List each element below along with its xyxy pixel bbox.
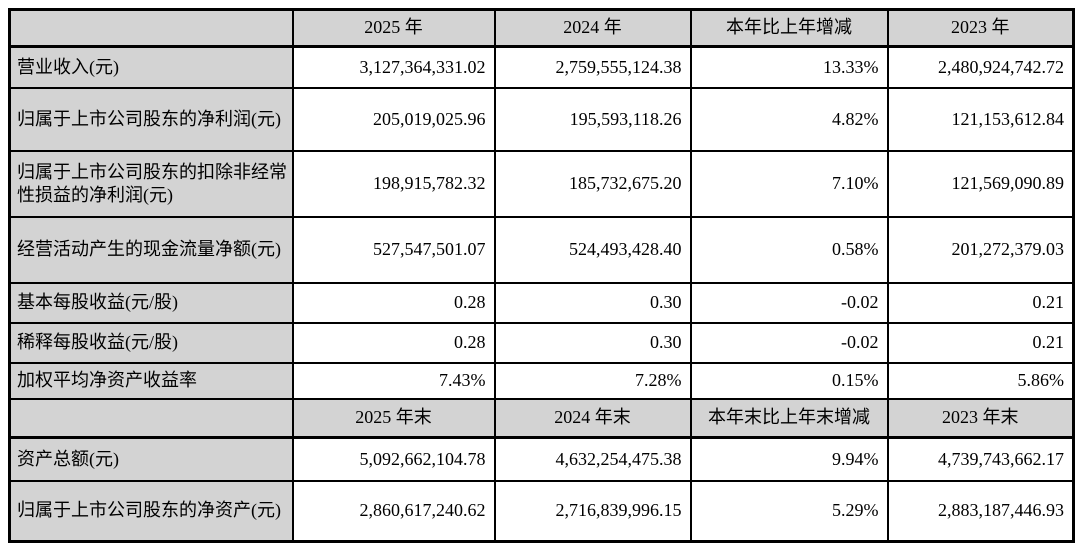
value-cell-2023: 4,739,743,662.17: [886, 436, 1075, 482]
col-header-2024: 2024 年: [493, 8, 692, 48]
table-row-operating-revenue: 营业收入(元) 3,127,364,331.02 2,759,555,124.3…: [8, 45, 1075, 89]
value-cell-2025: 0.28: [291, 282, 496, 324]
value-cell-change: 9.94%: [689, 436, 889, 482]
row-label-cell: 资产总额(元): [8, 436, 294, 482]
value-cell-change: 13.33%: [689, 45, 889, 89]
col-header-2023: 2023 年: [886, 8, 1075, 48]
value-cell-2025: 7.43%: [291, 362, 496, 400]
row-label-cell: 经营活动产生的现金流量净额(元): [8, 216, 294, 284]
col-header-2024-end: 2024 年末: [493, 398, 692, 439]
value-cell-2024: 185,732,675.20: [493, 150, 692, 218]
period-header-row: 2025 年 2024 年 本年比上年增减 2023 年: [8, 8, 1075, 48]
table-row-basic-eps: 基本每股收益(元/股) 0.28 0.30 -0.02 0.21: [8, 282, 1075, 324]
value-cell-change: -0.02: [689, 322, 889, 364]
value-cell-2023: 201,272,379.03: [886, 216, 1075, 284]
value-cell-2024: 4,632,254,475.38: [493, 436, 692, 482]
row-label-cell: 归属于上市公司股东的净利润(元): [8, 87, 294, 152]
value-cell-change: 0.15%: [689, 362, 889, 400]
value-cell-2025: 3,127,364,331.02: [291, 45, 496, 89]
value-cell-2024: 0.30: [493, 282, 692, 324]
table-row-net-assets: 归属于上市公司股东的净资产(元) 2,860,617,240.62 2,716,…: [8, 480, 1075, 543]
col-header-yoy-change: 本年比上年增减: [689, 8, 889, 48]
table-row-net-profit: 归属于上市公司股东的净利润(元) 205,019,025.96 195,593,…: [8, 87, 1075, 152]
col-header-yoy-end-change: 本年末比上年末增减: [689, 398, 889, 439]
row-label-cell: 基本每股收益(元/股): [8, 282, 294, 324]
value-cell-change: 5.29%: [689, 480, 889, 543]
value-cell-2023: 2,883,187,446.93: [886, 480, 1075, 543]
period-end-header-row: 2025 年末 2024 年末 本年末比上年末增减 2023 年末: [8, 398, 1075, 439]
value-cell-2025: 205,019,025.96: [291, 87, 496, 152]
corner-empty-cell: [8, 8, 294, 48]
value-cell-2024: 195,593,118.26: [493, 87, 692, 152]
value-cell-change: 0.58%: [689, 216, 889, 284]
value-cell-2024: 0.30: [493, 322, 692, 364]
value-cell-change: 7.10%: [689, 150, 889, 218]
value-cell-2023: 0.21: [886, 282, 1075, 324]
value-cell-2023: 0.21: [886, 322, 1075, 364]
value-cell-2025: 198,915,782.32: [291, 150, 496, 218]
row-label-cell: 归属于上市公司股东的净资产(元): [8, 480, 294, 543]
value-cell-2025: 5,092,662,104.78: [291, 436, 496, 482]
value-cell-2025: 2,860,617,240.62: [291, 480, 496, 543]
value-cell-2023: 5.86%: [886, 362, 1075, 400]
value-cell-2023: 2,480,924,742.72: [886, 45, 1075, 89]
table-row-net-profit-excl-nonrecurring: 归属于上市公司股东的扣除非经常性损益的净利润(元) 198,915,782.32…: [8, 150, 1075, 218]
value-cell-2023: 121,153,612.84: [886, 87, 1075, 152]
value-cell-change: 4.82%: [689, 87, 889, 152]
row-label-cell: 归属于上市公司股东的扣除非经常性损益的净利润(元): [8, 150, 294, 218]
col-header-2025: 2025 年: [291, 8, 496, 48]
value-cell-2024: 2,759,555,124.38: [493, 45, 692, 89]
table-row-diluted-eps: 稀释每股收益(元/股) 0.28 0.30 -0.02 0.21: [8, 322, 1075, 364]
value-cell-2025: 527,547,501.07: [291, 216, 496, 284]
value-cell-2024: 7.28%: [493, 362, 692, 400]
financial-report-page: 2025 年 2024 年 本年比上年增减 2023 年 营业收入(元) 3,1…: [8, 8, 1075, 543]
row-label-cell: 稀释每股收益(元/股): [8, 322, 294, 364]
table-row-operating-cash-flow: 经营活动产生的现金流量净额(元) 527,547,501.07 524,493,…: [8, 216, 1075, 284]
col-header-2025-end: 2025 年末: [291, 398, 496, 439]
value-cell-2024: 524,493,428.40: [493, 216, 692, 284]
value-cell-2024: 2,716,839,996.15: [493, 480, 692, 543]
table-row-total-assets: 资产总额(元) 5,092,662,104.78 4,632,254,475.3…: [8, 436, 1075, 482]
value-cell-2025: 0.28: [291, 322, 496, 364]
row-label-cell: 营业收入(元): [8, 45, 294, 89]
value-cell-2023: 121,569,090.89: [886, 150, 1075, 218]
col-header-2023-end: 2023 年末: [886, 398, 1075, 439]
table-row-weighted-avg-roe: 加权平均净资产收益率 7.43% 7.28% 0.15% 5.86%: [8, 362, 1075, 400]
value-cell-change: -0.02: [689, 282, 889, 324]
corner-empty-cell: [8, 398, 294, 439]
row-label-cell: 加权平均净资产收益率: [8, 362, 294, 400]
key-financials-table: 2025 年 2024 年 本年比上年增减 2023 年 营业收入(元) 3,1…: [8, 8, 1075, 543]
